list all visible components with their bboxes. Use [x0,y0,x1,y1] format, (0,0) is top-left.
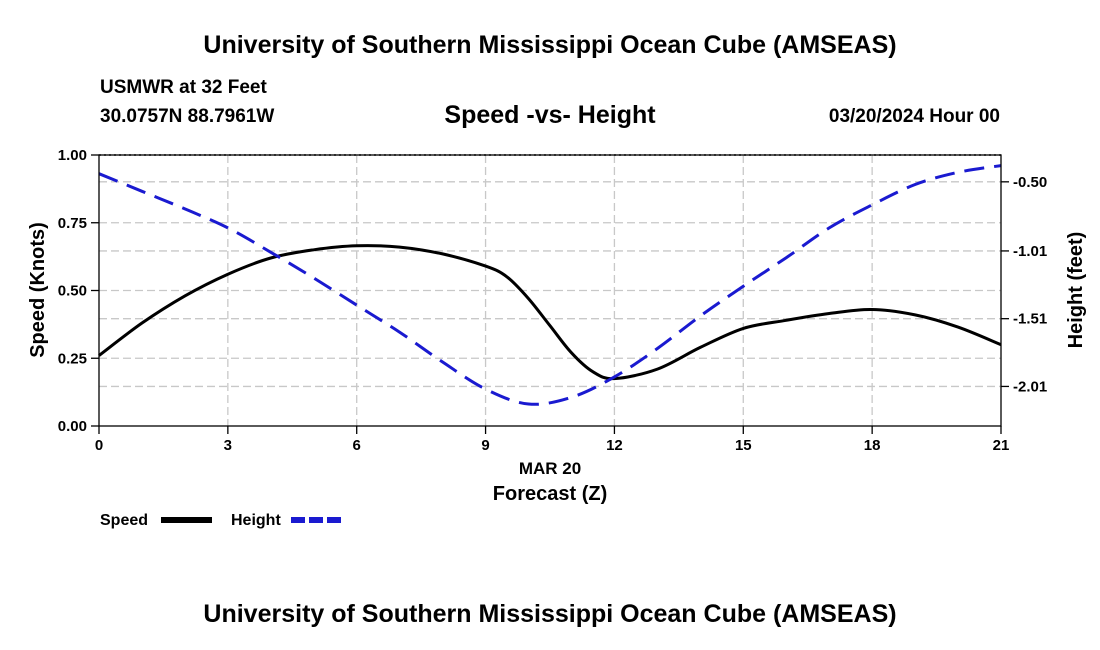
y-tick-label: 0.75 [58,215,87,232]
y2-tick-label: -1.01 [1013,243,1047,260]
y-tick-label: 1.00 [58,147,87,164]
legend: Speed Height [100,512,343,529]
x-tick-label: 21 [993,437,1010,454]
y-tick-label: 0.50 [58,283,87,300]
x-tick-label: 12 [606,437,623,454]
y-tick-label: 0.25 [58,350,87,367]
x-axis-title: Forecast (Z) [493,483,607,505]
series-layer [98,164,1002,406]
chart-title: Speed -vs- Height [444,101,656,129]
ticks: 0 3 6 9 12 15 18 21 0.00 0.25 0.50 0.75 1.00 -2.01 -1.… [58,147,1047,454]
x-axis-date-label: MAR 20 [519,459,581,478]
x-tick-label: 15 [735,437,752,454]
grid [99,155,1001,426]
x-tick-label: 18 [864,437,881,454]
y-tick-label: 0.00 [58,418,87,435]
y2-axis-title: Height (feet) [1065,232,1087,349]
y2-tick-label: -1.51 [1013,311,1047,328]
x-tick-label: 9 [481,437,489,454]
y-axis-title: Speed (Knots) [27,222,49,358]
station-coordinates: 30.0757N 88.7961W [100,106,275,127]
legend-height-label: Height [231,512,281,529]
forecast-date: 03/20/2024 Hour 00 [828,106,1000,127]
x-tick-label: 6 [353,437,361,454]
height-series-line [98,164,1002,406]
y2-tick-label: -0.50 [1013,174,1047,191]
page-title: University of Southern Mississippi Ocean… [203,31,897,59]
footer-title: University of Southern Mississippi Ocean… [203,600,897,628]
y2-tick-label: -2.01 [1013,378,1047,395]
speed-series-line [98,244,1002,381]
x-tick-label: 3 [224,437,232,454]
station-name: USMWR at 32 Feet [100,77,267,98]
x-tick-label: 0 [95,437,103,454]
legend-speed-label: Speed [100,512,148,529]
